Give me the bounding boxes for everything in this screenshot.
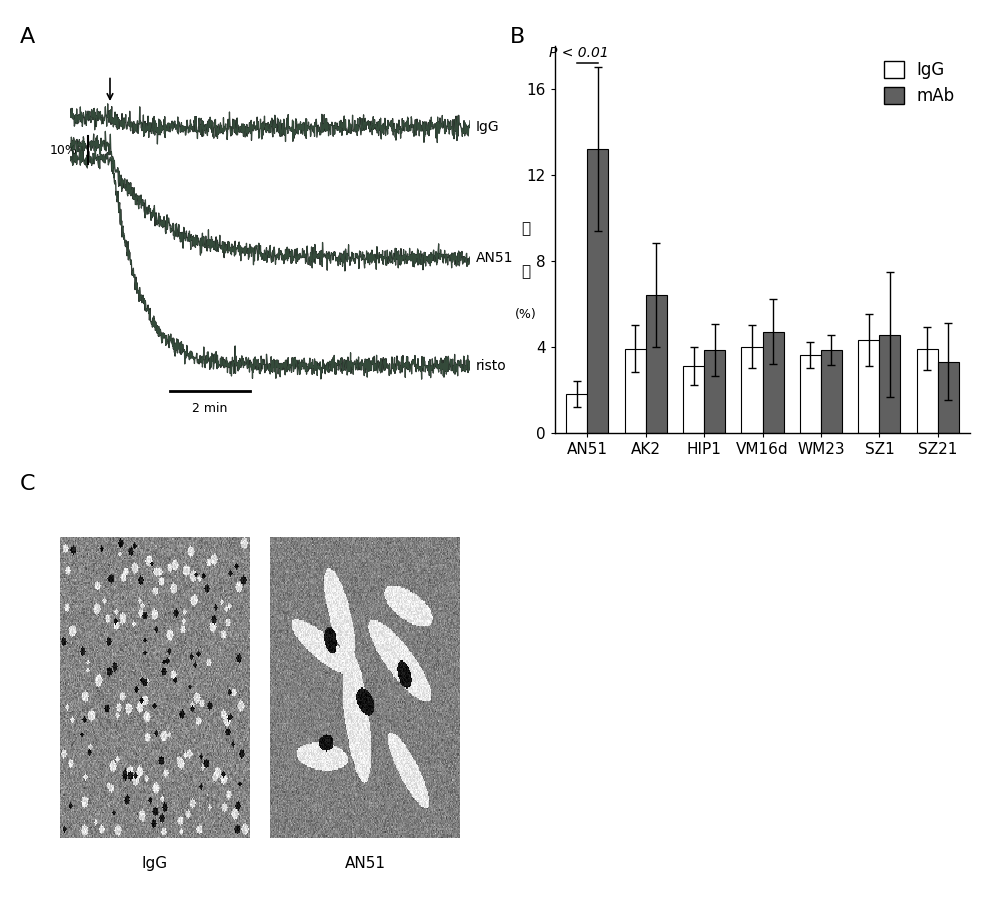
Bar <box>587 148 608 433</box>
Legend: IgG, mAb: IgG, mAb <box>877 54 962 112</box>
Text: risto: risto <box>476 359 507 373</box>
Text: AN51: AN51 <box>476 251 514 265</box>
Bar <box>821 350 842 433</box>
Bar <box>938 362 959 433</box>
Text: A: A <box>20 27 35 47</box>
Text: (%): (%) <box>515 308 537 321</box>
Bar <box>625 349 646 433</box>
Bar <box>646 295 667 433</box>
Bar <box>683 366 704 433</box>
Bar <box>917 349 938 433</box>
Bar <box>800 355 821 433</box>
Text: B: B <box>510 27 525 47</box>
Text: IgG: IgG <box>142 856 168 871</box>
Bar <box>704 350 725 433</box>
Text: C: C <box>20 474 36 494</box>
Text: P < 0.01: P < 0.01 <box>549 46 608 59</box>
Text: 2 min: 2 min <box>192 403 228 415</box>
Bar <box>741 347 763 433</box>
Bar <box>879 335 900 433</box>
Bar <box>566 394 587 433</box>
Text: 集: 集 <box>521 264 530 279</box>
Text: 10%: 10% <box>50 144 78 157</box>
Bar <box>858 340 879 433</box>
Text: IgG: IgG <box>476 120 500 134</box>
Text: 聚: 聚 <box>521 220 530 236</box>
Bar <box>763 332 784 433</box>
Text: AN51: AN51 <box>344 856 386 871</box>
